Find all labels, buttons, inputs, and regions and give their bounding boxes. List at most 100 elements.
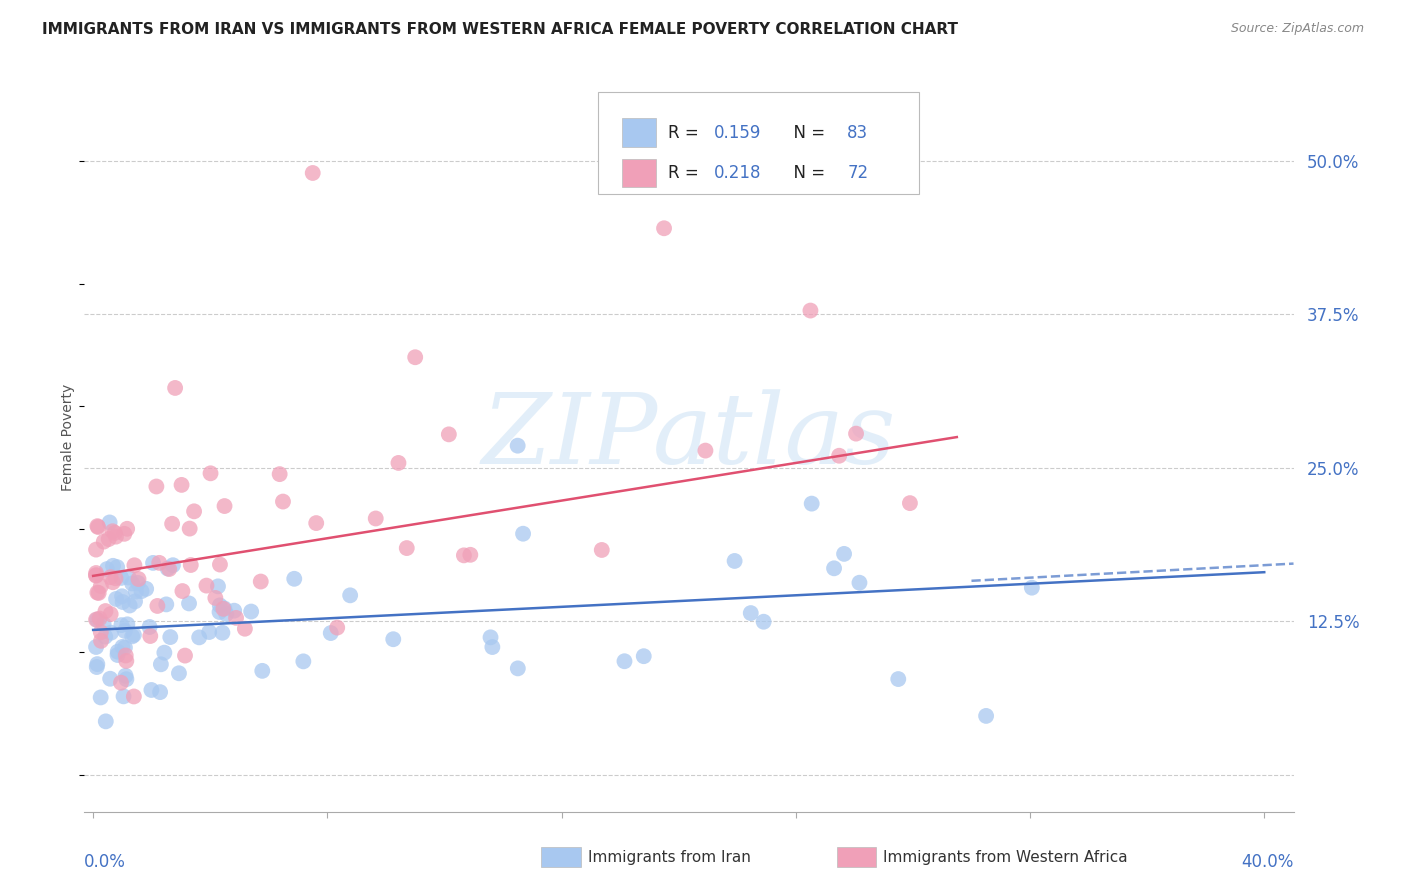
Text: 0.0%: 0.0% <box>84 853 127 871</box>
Point <box>208 558 231 572</box>
Point <box>110 675 132 690</box>
Point <box>118 570 141 584</box>
Point <box>100 570 122 584</box>
Point <box>94 604 117 618</box>
Point <box>453 549 475 563</box>
Point <box>114 648 136 663</box>
Point <box>98 516 121 530</box>
Point <box>233 622 256 636</box>
Point <box>115 672 138 686</box>
Point <box>162 558 184 573</box>
Point <box>695 443 717 458</box>
Point <box>101 575 124 590</box>
Point <box>301 166 323 180</box>
Point <box>131 584 153 599</box>
Point <box>153 646 176 660</box>
Point <box>212 602 235 616</box>
Point <box>172 584 194 599</box>
Point <box>90 625 112 640</box>
Point <box>94 630 117 644</box>
Point <box>90 579 112 593</box>
Point <box>101 524 124 539</box>
Text: Immigrants from Western Africa: Immigrants from Western Africa <box>883 850 1128 864</box>
Text: R =: R = <box>668 124 704 142</box>
Point <box>404 350 426 364</box>
Point <box>111 640 134 654</box>
Point <box>111 595 134 609</box>
Point <box>898 496 921 510</box>
Point <box>165 381 187 395</box>
Point <box>506 661 529 675</box>
Point <box>107 648 129 662</box>
Point <box>252 664 274 678</box>
Point <box>149 657 172 672</box>
Point <box>155 598 177 612</box>
Point <box>170 478 193 492</box>
Point <box>481 640 503 654</box>
FancyBboxPatch shape <box>599 93 918 194</box>
Text: R =: R = <box>668 164 704 182</box>
Point <box>86 657 108 672</box>
Text: 0.159: 0.159 <box>714 124 762 142</box>
Point <box>96 562 118 576</box>
Point <box>105 591 128 606</box>
Point <box>87 520 110 534</box>
Point <box>479 630 502 644</box>
Point <box>224 604 246 618</box>
Point <box>195 579 218 593</box>
Point <box>107 645 129 659</box>
Point <box>740 606 762 620</box>
Text: N =: N = <box>783 164 831 182</box>
Point <box>115 654 138 668</box>
Point <box>100 607 122 621</box>
Point <box>149 685 172 699</box>
Point <box>215 607 238 621</box>
Point <box>180 558 202 572</box>
Point <box>174 648 197 663</box>
Point <box>121 576 143 591</box>
Point <box>93 617 115 632</box>
Point <box>156 561 179 575</box>
Point <box>506 439 529 453</box>
Point <box>652 221 675 235</box>
Point <box>87 586 110 600</box>
Point <box>111 589 134 603</box>
Point <box>110 618 132 632</box>
Point <box>90 633 112 648</box>
Point <box>512 526 534 541</box>
Point <box>128 572 150 586</box>
Point <box>364 511 387 525</box>
Point <box>105 560 128 574</box>
Point <box>207 579 229 593</box>
Point <box>395 541 418 555</box>
Point <box>90 690 112 705</box>
Point <box>845 426 868 441</box>
Point <box>1021 581 1043 595</box>
Point <box>800 497 823 511</box>
Point <box>382 632 405 647</box>
Point <box>127 576 149 591</box>
Text: IMMIGRANTS FROM IRAN VS IMMIGRANTS FROM WESTERN AFRICA FEMALE POVERTY CORRELATIO: IMMIGRANTS FROM IRAN VS IMMIGRANTS FROM … <box>42 22 957 37</box>
Bar <box>623 159 657 187</box>
Point <box>326 621 349 635</box>
Point <box>104 530 127 544</box>
Point <box>114 669 136 683</box>
Point <box>112 526 135 541</box>
Point <box>84 542 107 557</box>
Text: N =: N = <box>783 124 831 142</box>
Point <box>723 554 745 568</box>
Point <box>167 666 190 681</box>
Point <box>94 714 117 729</box>
Point <box>208 599 231 613</box>
Point <box>124 594 146 608</box>
Point <box>98 672 121 686</box>
Point <box>799 303 821 318</box>
Point <box>101 558 124 573</box>
Point <box>124 558 146 573</box>
Point <box>84 613 107 627</box>
Point <box>145 479 167 493</box>
Point <box>104 571 127 585</box>
Point <box>115 522 138 536</box>
Point <box>160 516 183 531</box>
Point <box>86 585 108 599</box>
